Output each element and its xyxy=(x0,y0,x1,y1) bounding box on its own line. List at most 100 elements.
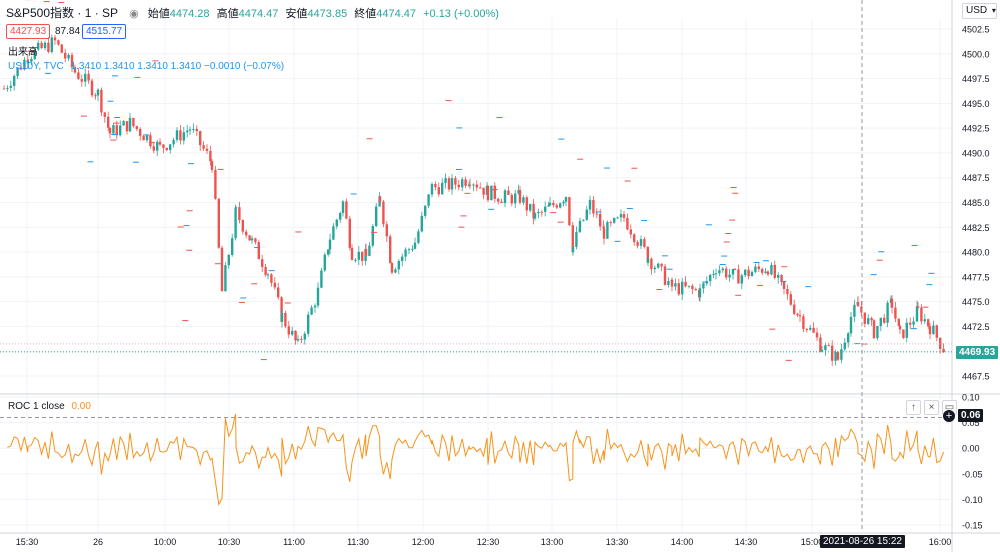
candle-body xyxy=(761,269,764,273)
price-tick-label: 4467.5 xyxy=(962,372,990,382)
candle-body xyxy=(780,274,783,282)
candle-body xyxy=(497,198,500,202)
candle-body xyxy=(112,125,115,134)
candle-body xyxy=(475,184,478,188)
candle-body xyxy=(942,348,945,353)
candle-body xyxy=(694,289,697,291)
candle-body xyxy=(357,251,360,260)
time-tick-label: 15:30 xyxy=(16,537,39,547)
candle-body xyxy=(361,251,364,261)
us10y-legend[interactable]: US10Y, TVC 1.3410 1.3410 1.3410 1.3410 −… xyxy=(8,61,284,72)
candle-body xyxy=(385,224,388,237)
candle-body xyxy=(639,239,643,246)
candle-body xyxy=(107,116,110,128)
candle-body xyxy=(447,178,451,190)
candle-body xyxy=(339,213,342,220)
candle-body xyxy=(284,312,287,327)
price-tick-label: 4487.5 xyxy=(962,173,990,183)
candle-body xyxy=(525,197,528,211)
ask-price[interactable]: 4515.77 xyxy=(82,24,127,39)
roc-legend[interactable]: ROC 1 close 0.00 xyxy=(8,401,91,412)
candle-body xyxy=(500,201,503,204)
candle-body xyxy=(389,236,392,264)
candle-body xyxy=(552,202,555,206)
candle-body xyxy=(544,206,547,212)
candle-body xyxy=(490,185,493,201)
legend-header: S&P500指数 · 1 · SP ◉ 始値4474.28 高値4474.47 … xyxy=(6,4,499,21)
candle-body xyxy=(214,169,217,199)
candle-body xyxy=(238,207,241,221)
candle-body xyxy=(23,59,26,70)
candle-body xyxy=(582,219,585,221)
candle-body xyxy=(245,231,248,236)
bid-price[interactable]: 4427.93 xyxy=(6,24,51,39)
candle-body xyxy=(902,329,905,338)
candle-body xyxy=(60,44,63,53)
candle-body xyxy=(636,242,639,246)
change-value: +0.13 (+0.00%) xyxy=(423,8,499,20)
candle-body xyxy=(670,279,674,287)
eye-icon[interactable]: ◉ xyxy=(129,8,139,20)
candle-body xyxy=(479,187,482,189)
candle-body xyxy=(96,89,100,96)
candle-body xyxy=(622,214,626,218)
candle-body xyxy=(135,126,138,129)
candle-body xyxy=(316,287,320,306)
candle-body xyxy=(16,67,19,76)
currency-select[interactable]: USD ▾ xyxy=(962,3,997,19)
candle-body xyxy=(809,327,812,330)
open-value: 4474.28 xyxy=(169,8,210,20)
candle-body xyxy=(430,191,434,195)
candle-body xyxy=(870,318,873,321)
candle-body xyxy=(522,197,525,203)
candle-body xyxy=(437,187,440,195)
candle-body xyxy=(202,145,205,149)
candle-body xyxy=(273,282,276,288)
candle-body xyxy=(731,268,735,275)
candle-body xyxy=(327,249,330,255)
volume-label[interactable]: 出来高 xyxy=(8,47,38,58)
candle-body xyxy=(64,52,67,59)
candle-body xyxy=(350,247,354,260)
candle-body xyxy=(90,80,94,96)
candle-body xyxy=(633,234,636,243)
candle-body xyxy=(47,42,50,52)
candle-body xyxy=(464,179,467,186)
candle-body xyxy=(26,61,30,64)
candle-body xyxy=(307,314,310,334)
candle-body xyxy=(547,205,550,207)
price-tick-label: 4495.0 xyxy=(962,99,990,109)
candle-body xyxy=(195,128,198,132)
arrow-up-icon[interactable]: ↑ xyxy=(906,400,921,415)
time-tick-label: 13:30 xyxy=(606,537,629,547)
candle-body xyxy=(592,199,595,214)
candle-body xyxy=(897,318,900,326)
candle-body xyxy=(441,182,444,195)
candle-body xyxy=(684,281,687,287)
symbol-title[interactable]: S&P500指数 · 1 · SP xyxy=(6,6,119,20)
price-tick-label: 4472.5 xyxy=(962,322,990,332)
candle-body xyxy=(287,326,290,335)
candle-body xyxy=(313,305,317,308)
candle-body xyxy=(94,95,97,97)
candle-body xyxy=(740,275,743,284)
candle-body xyxy=(886,302,889,323)
candle-body xyxy=(424,205,427,216)
plus-icon[interactable]: + xyxy=(943,410,955,422)
candle-body xyxy=(757,266,760,270)
spread-value: 87.84 xyxy=(55,26,81,37)
candle-body xyxy=(270,274,273,283)
price-tick-label: 4490.0 xyxy=(962,148,990,158)
close-icon[interactable]: × xyxy=(924,400,939,415)
candle-body xyxy=(444,178,447,183)
candle-body xyxy=(802,316,805,329)
last-price-tag: 4469.93 xyxy=(956,346,999,359)
time-tick-label: 15:00 xyxy=(801,537,824,547)
candle-body xyxy=(698,288,702,298)
candle-body xyxy=(368,245,371,256)
candle-body xyxy=(796,313,799,316)
roc-tick-label: -0.05 xyxy=(962,469,983,479)
candle-body xyxy=(19,67,23,70)
candle-body xyxy=(898,325,902,330)
